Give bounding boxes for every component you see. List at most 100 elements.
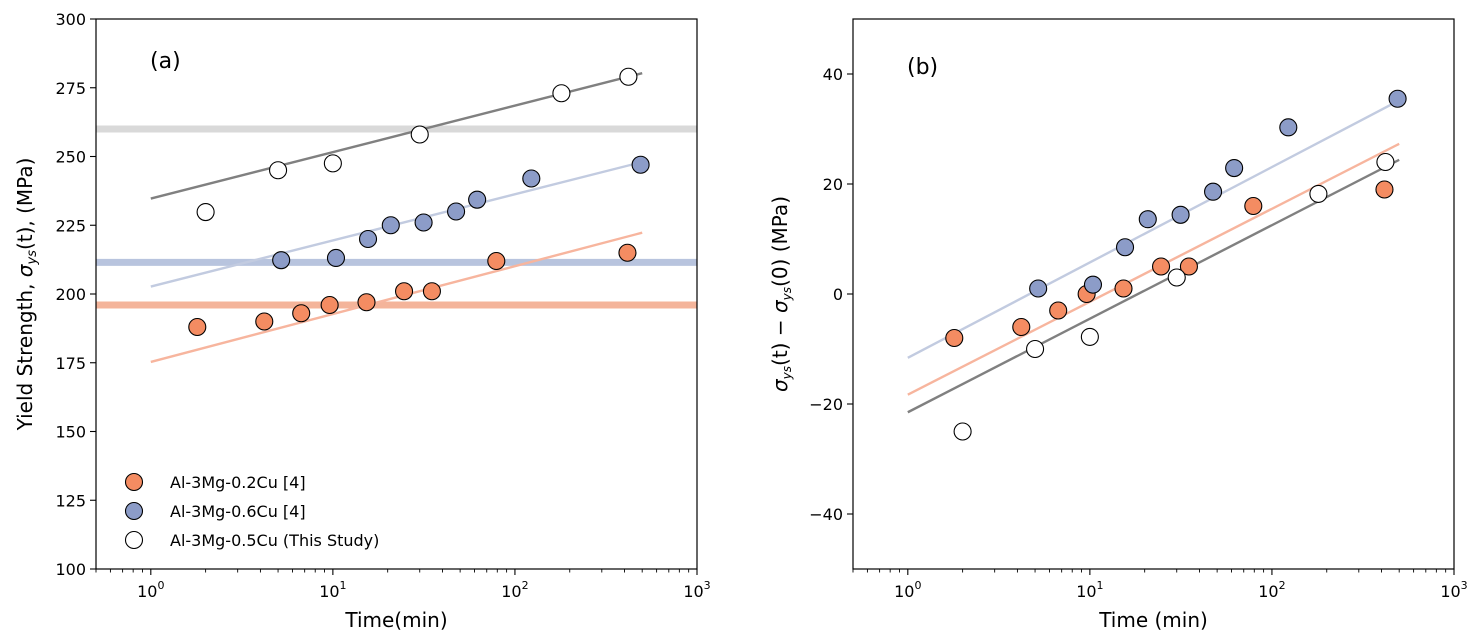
panel-b-data-point-series-1-0 — [1029, 279, 1048, 298]
panel-a-data-point-series-0-5 — [394, 282, 414, 301]
panel-b-data-point-series-0-2 — [1049, 301, 1068, 320]
panel-a-data-point-series-2-5 — [619, 67, 638, 86]
panel-b-data-point-series-2-4 — [1309, 184, 1328, 203]
panel-a-y-tick-label-7: 275 — [55, 79, 86, 98]
panel-a-plot-area — [96, 67, 697, 364]
panel-b-data-point-series-2-1 — [1026, 339, 1045, 359]
panel-b-y-axis-title: σys(t) − σys(0) (MPa) — [768, 196, 794, 392]
panel-a-x-tick-label-2: 102 — [501, 579, 528, 601]
panel-a-legend-label-1: Al-3Mg-0.6Cu [4] — [170, 502, 306, 521]
panel-a-data-point-series-2-0 — [196, 203, 215, 222]
panel-b-y-title-argument-1: (t) — [768, 343, 792, 366]
panel-a-data-point-series-1-0 — [272, 251, 291, 270]
panel-b-x-tick-exp-0: 0 — [914, 579, 921, 592]
panel-b-y-tick-label-3: 20 — [823, 175, 843, 194]
panel-b-x-tick-label-2: 102 — [1258, 579, 1285, 601]
panel-b-y-title-minus: − — [768, 313, 792, 342]
panel-b-axes-frame — [852, 18, 1455, 570]
panel-b-y-title-argument-2: (0) — [768, 259, 792, 287]
panel-b-data-point-series-1-6 — [1225, 159, 1244, 178]
panel-a-data-point-series-1-7 — [522, 169, 541, 188]
panel-a-data-point-series-1-6 — [468, 190, 487, 209]
panel-a-x-tick-base-1: 10 — [319, 582, 339, 601]
panel-a-y-tick-label-0: 100 — [55, 560, 86, 579]
panel-a-y-title-sigma: σ — [13, 263, 37, 277]
panel-b-y-title-suffix: (MPa) — [768, 196, 792, 259]
panel-a-data-point-series-0-6 — [422, 282, 441, 301]
panel-b-plot-area — [907, 89, 1407, 441]
panel-a-x-tick-exp-0: 0 — [157, 579, 164, 592]
panel-b-data-point-series-0-4 — [1114, 279, 1133, 298]
panel-a-data-point-series-1-8 — [631, 155, 650, 174]
panel-b-x-tick-base-2: 10 — [1258, 582, 1278, 601]
panel-a-x-tick-base-3: 10 — [683, 582, 703, 601]
panel-a-data-point-series-2-1 — [269, 161, 288, 180]
panel-a-x-tick-exp-2: 2 — [522, 579, 529, 592]
panel-b-data-point-series-0-8 — [1375, 180, 1394, 199]
panel-a-data-point-series-2-2 — [323, 154, 342, 173]
panel-a-x-tick-base-0: 10 — [137, 582, 157, 601]
panel-a-x-tick-exp-1: 1 — [340, 579, 347, 592]
panel-a-x-tick-label-0: 100 — [137, 579, 164, 601]
panel-b-x-tick-label-0: 100 — [894, 579, 921, 601]
panel-a-legend-marker-2 — [124, 530, 144, 550]
panel-b-data-point-series-0-1 — [1012, 317, 1031, 337]
panel-b-panel-label: (b) — [907, 55, 938, 80]
panel-b-data-point-series-0-0 — [945, 328, 964, 348]
panel-b-data-point-series-0-6 — [1179, 257, 1198, 276]
panel-b-x-tick-exp-3: 3 — [1461, 579, 1468, 592]
panel-a-legend-label-0: Al-3Mg-0.2Cu [4] — [170, 473, 306, 492]
panel-b-data-point-series-2-2 — [1080, 327, 1099, 346]
panel-b-x-axis-title: Time (min) — [1098, 608, 1208, 632]
panel-a-data-point-series-1-1 — [326, 248, 346, 268]
panel-b-data-point-series-0-5 — [1151, 257, 1171, 276]
panel-a-y-title-subscript: ys — [25, 250, 40, 266]
panel-a-legend-label-2: Al-3Mg-0.5Cu (This Study) — [170, 531, 379, 550]
panel-b-y-tick-label-4: 40 — [823, 65, 843, 84]
panel-a-fit-line-series-0 — [150, 231, 643, 364]
panel-b-x-tick-base-1: 10 — [1076, 582, 1096, 601]
panel-b-y-tick-label-2: 0 — [833, 285, 843, 304]
panel-a-y-axis-title: Yield Strength, σys(t), (MPa) — [13, 158, 40, 432]
panel-b-fit-line-series-1 — [907, 99, 1400, 359]
panel-a-y-tick-label-1: 125 — [55, 491, 86, 510]
panel-b-y-title-subscript-1: ys — [780, 366, 794, 380]
panel-b-x-tick-label-1: 101 — [1076, 579, 1103, 601]
panel-a-data-point-series-0-0 — [188, 317, 207, 337]
panel-a-x-tick-base-2: 10 — [501, 582, 521, 601]
panel-a-x-axis-title: Time(min) — [344, 608, 447, 632]
panel-a-data-point-series-1-5 — [447, 202, 466, 221]
panel-b-y-tick-label-0: −40 — [809, 505, 843, 524]
panel-b-x-tick-label-3: 103 — [1440, 579, 1467, 601]
panel-b-x-tick-base-3: 10 — [1440, 582, 1460, 601]
panel-a-y-tick-label-5: 225 — [55, 216, 86, 235]
panel-a-data-point-series-0-2 — [292, 304, 311, 323]
panel-b-data-point-series-2-3 — [1167, 268, 1186, 287]
panel-a-data-point-series-1-3 — [381, 216, 400, 235]
panel-b-y-title-sigma-1: σ — [768, 378, 792, 392]
panel-a-data-point-series-1-2 — [358, 229, 378, 249]
panel-a-y-tick-label-6: 250 — [55, 148, 86, 167]
panel-b-data-point-series-1-3 — [1138, 210, 1157, 229]
panel-a-legend-marker-1 — [124, 501, 144, 521]
panel-a-y-tick-label-2: 150 — [55, 423, 86, 442]
panel-b-x-tick-exp-1: 1 — [1097, 579, 1104, 592]
panel-a-yield-strength-chart: 100 101 102 103100125150175200225250275300T… — [13, 10, 711, 632]
panel-b-data-point-series-1-8 — [1388, 89, 1407, 108]
panel-a-data-point-series-0-4 — [357, 293, 376, 312]
panel-a-data-point-series-0-3 — [320, 295, 339, 315]
panel-b-x-tick-base-0: 10 — [894, 582, 914, 601]
panel-a-y-tick-label-4: 200 — [55, 285, 86, 304]
panel-b-x-tick-exp-2: 2 — [1279, 579, 1286, 592]
panel-b-y-tick-label-1: −20 — [809, 395, 843, 414]
panel-a-panel-label: (a) — [150, 49, 181, 74]
panel-b-data-point-series-1-4 — [1171, 205, 1190, 224]
panel-a-y-title-argument: (t) — [13, 227, 37, 250]
panel-a-data-point-series-0-7 — [487, 251, 506, 271]
panel-b-data-point-series-1-2 — [1115, 238, 1135, 257]
panel-a-data-point-series-2-3 — [410, 125, 429, 144]
panel-a-y-title-prefix: Yield Strength, — [13, 277, 37, 431]
panel-b-data-point-series-2-0 — [953, 422, 972, 441]
